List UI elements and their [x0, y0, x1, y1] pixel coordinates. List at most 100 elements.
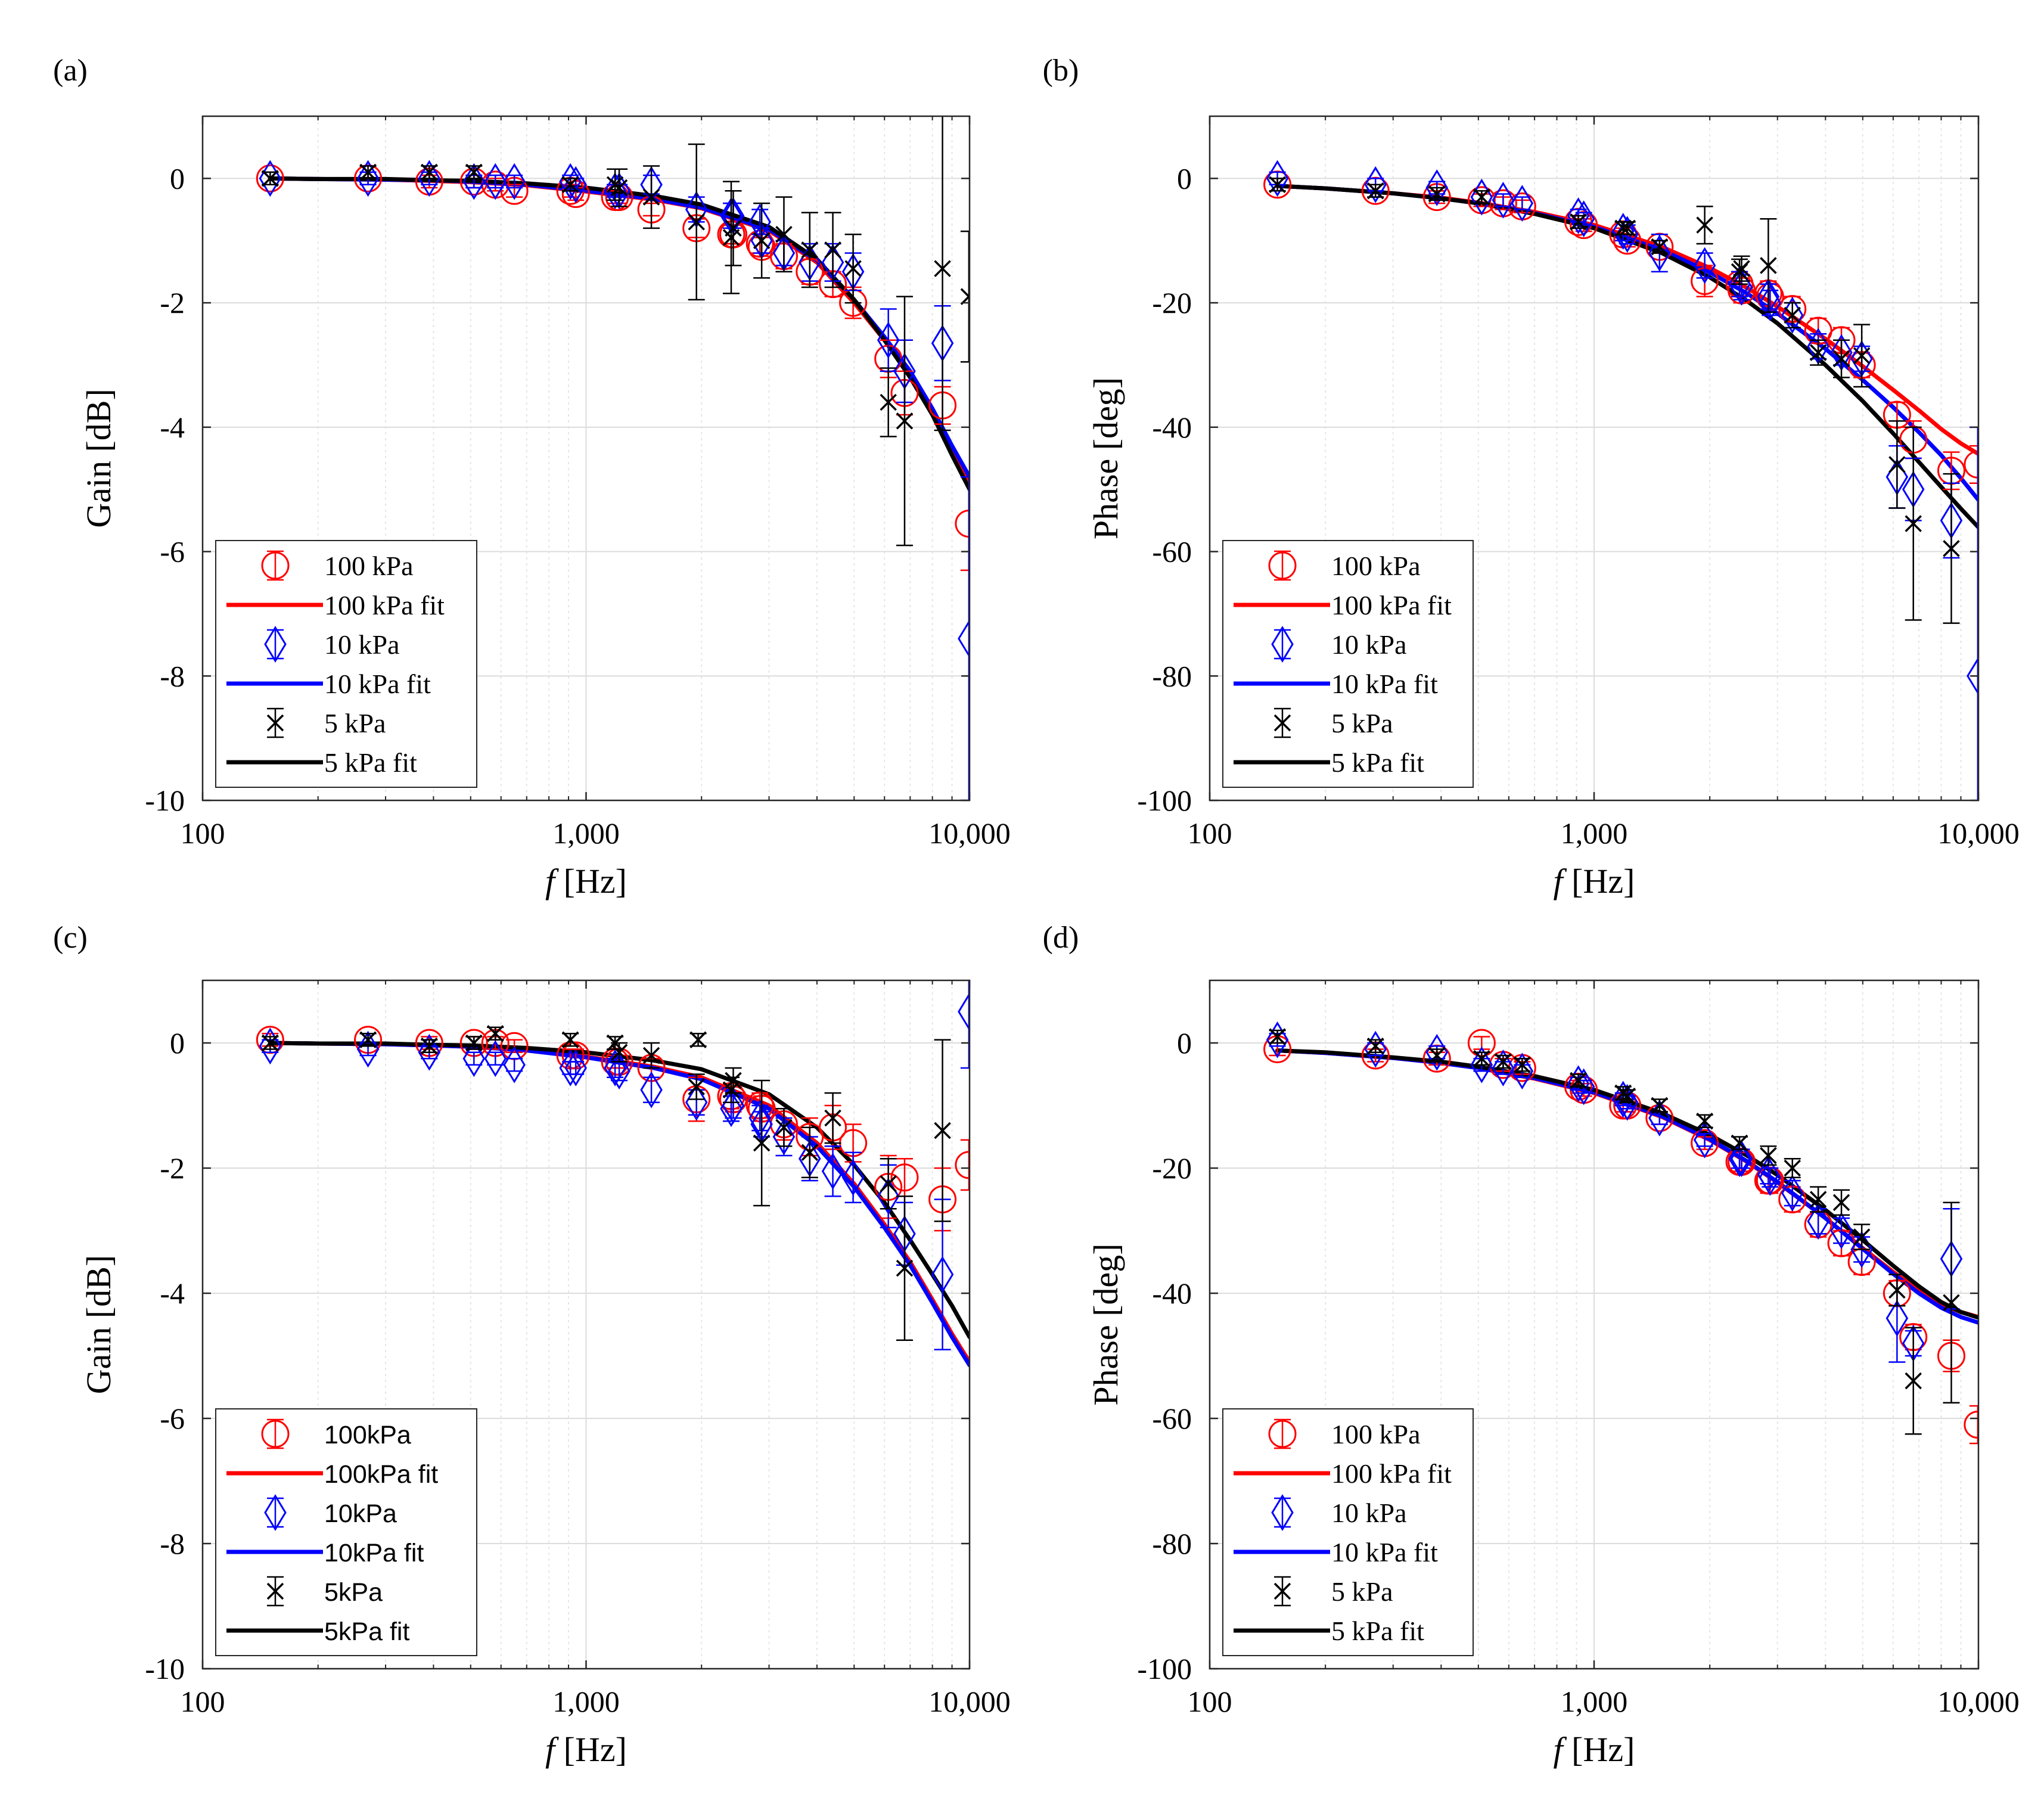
data-point — [1853, 1228, 1871, 1246]
legend-label: 100 kPa — [1331, 1419, 1421, 1449]
data-point — [564, 1050, 587, 1086]
data-point — [503, 163, 526, 200]
y-tick-label: 0 — [170, 162, 185, 195]
x-tick-label: 1,000 — [552, 1685, 620, 1718]
data-point — [821, 1153, 844, 1190]
series-x — [262, 1025, 951, 1341]
data-point — [418, 1033, 441, 1071]
data-point — [844, 260, 862, 277]
x-axis-label-unit: [Hz] — [1563, 862, 1635, 901]
data-point — [1943, 1294, 1960, 1311]
legend-item: 10kPa — [264, 1494, 397, 1531]
data-point — [462, 163, 486, 200]
legend-marker-swatch — [1268, 551, 1297, 580]
data-point — [1759, 284, 1782, 321]
y-tick-label: 0 — [1177, 162, 1192, 195]
y-tick-label: -6 — [160, 535, 185, 569]
chart-panel-2: (b) 100 1,000 10,000 0 -20 -40 -60 -80 -100 f [Hz]… — [1043, 54, 2020, 901]
data-point — [561, 1031, 579, 1048]
data-point — [1830, 1212, 1853, 1249]
y-axis-label: Phase [deg] — [1086, 1243, 1125, 1405]
legend-item: 10 kPa fit — [1234, 669, 1438, 699]
data-point — [775, 1119, 793, 1136]
data-point — [1570, 213, 1587, 231]
data-point — [772, 1118, 796, 1156]
data-point — [1781, 1175, 1804, 1212]
y-tick-label: -60 — [1152, 535, 1192, 569]
legend-marker-swatch — [261, 551, 290, 580]
data-point — [359, 1031, 377, 1048]
data-point — [1651, 1097, 1669, 1114]
data-point — [880, 393, 897, 411]
y-axis-label: Phase [deg] — [1086, 377, 1125, 539]
grid-lines — [1209, 116, 1979, 801]
legend-marker-swatch — [264, 1494, 287, 1531]
x-tick-label: 100 — [1188, 816, 1232, 850]
legend-item: 10kPa fit — [226, 1539, 424, 1567]
data-point — [801, 1144, 819, 1161]
data-point — [1269, 176, 1286, 194]
data-point — [1511, 185, 1534, 222]
y-tick-label: -8 — [160, 659, 185, 693]
data-point — [1470, 1046, 1493, 1083]
data-point — [559, 163, 582, 200]
y-tick-label: -80 — [1152, 659, 1192, 693]
data-point — [1784, 306, 1801, 324]
data-point — [1570, 1072, 1587, 1089]
data-point — [725, 219, 742, 237]
legend-item: 100 kPa — [1268, 550, 1421, 581]
y-tick-label: -10 — [145, 784, 185, 817]
data-point — [1572, 200, 1595, 238]
data-point — [610, 179, 628, 197]
data-point — [642, 1047, 660, 1064]
legend-item: 5 kPa — [1273, 1576, 1393, 1607]
x-axis-label-unit: [Hz] — [1563, 1730, 1635, 1769]
legend-item: 10 kPa — [1271, 626, 1407, 663]
data-point — [608, 172, 630, 210]
legend-item: 10 kPa fit — [1234, 1537, 1438, 1567]
legend: 100 kPa 100 kPa fit 10 kPa 10 kPa fit 5 kPa 5… — [1222, 1408, 1474, 1656]
legend-label: 5 kPa fit — [1331, 747, 1424, 778]
data-point — [256, 164, 284, 192]
legend-label: 10 kPa fit — [1331, 669, 1438, 699]
data-point — [484, 163, 507, 200]
data-point — [1425, 1033, 1448, 1071]
legend-item: 10 kPa fit — [226, 669, 431, 699]
data-point — [824, 241, 841, 259]
data-point — [1619, 1088, 1636, 1105]
data-point — [1428, 185, 1446, 203]
legend-marker-swatch — [1271, 1494, 1294, 1531]
x-axis-label: f [Hz] — [545, 1730, 627, 1769]
legend-marker-swatch — [266, 714, 284, 732]
chart-panel-1: (a) 100 1,000 10,000 0 -2 -4 -6 -8 -10 f [Hz] Gain … — [53, 54, 1011, 901]
legend-label: 100 kPa — [1331, 551, 1421, 581]
data-point — [1784, 1159, 1801, 1177]
legend-item: 100kPa fit — [226, 1460, 438, 1489]
legend-marker-swatch — [261, 1420, 290, 1448]
y-tick-label: -60 — [1152, 1402, 1192, 1435]
data-point — [421, 163, 438, 181]
x-axis-label: f [Hz] — [1554, 1730, 1635, 1769]
data-point — [1730, 1140, 1753, 1178]
data-point — [259, 1027, 282, 1065]
ticks: 100 1,000 10,000 0 -2 -4 -6 -8 -10 — [145, 980, 1011, 1718]
legend-box — [215, 540, 477, 788]
data-point — [465, 1034, 483, 1052]
panel-label: (d) — [1043, 921, 1079, 955]
y-tick-label: -100 — [1137, 784, 1192, 817]
data-point — [688, 1078, 705, 1095]
data-point — [1693, 1121, 1716, 1159]
legend-item: 100 kPa fit — [226, 590, 445, 620]
ticks: 100 1,000 10,000 0 -2 -4 -6 -8 -10 — [145, 116, 1011, 850]
legend: 100kPa 100kPa fit 10kPa 10kPa fit 5kPa 5kPa f… — [215, 1408, 477, 1656]
data-point — [753, 232, 771, 249]
y-tick-label: -80 — [1152, 1527, 1192, 1560]
legend-item: 10 kPa — [1271, 1494, 1407, 1531]
x-tick-label: 100 — [181, 1685, 225, 1718]
data-point — [725, 1072, 742, 1089]
data-point — [689, 1031, 707, 1048]
data-point — [1888, 1281, 1906, 1299]
data-point — [934, 1122, 951, 1139]
y-tick-label: -10 — [145, 1652, 185, 1685]
